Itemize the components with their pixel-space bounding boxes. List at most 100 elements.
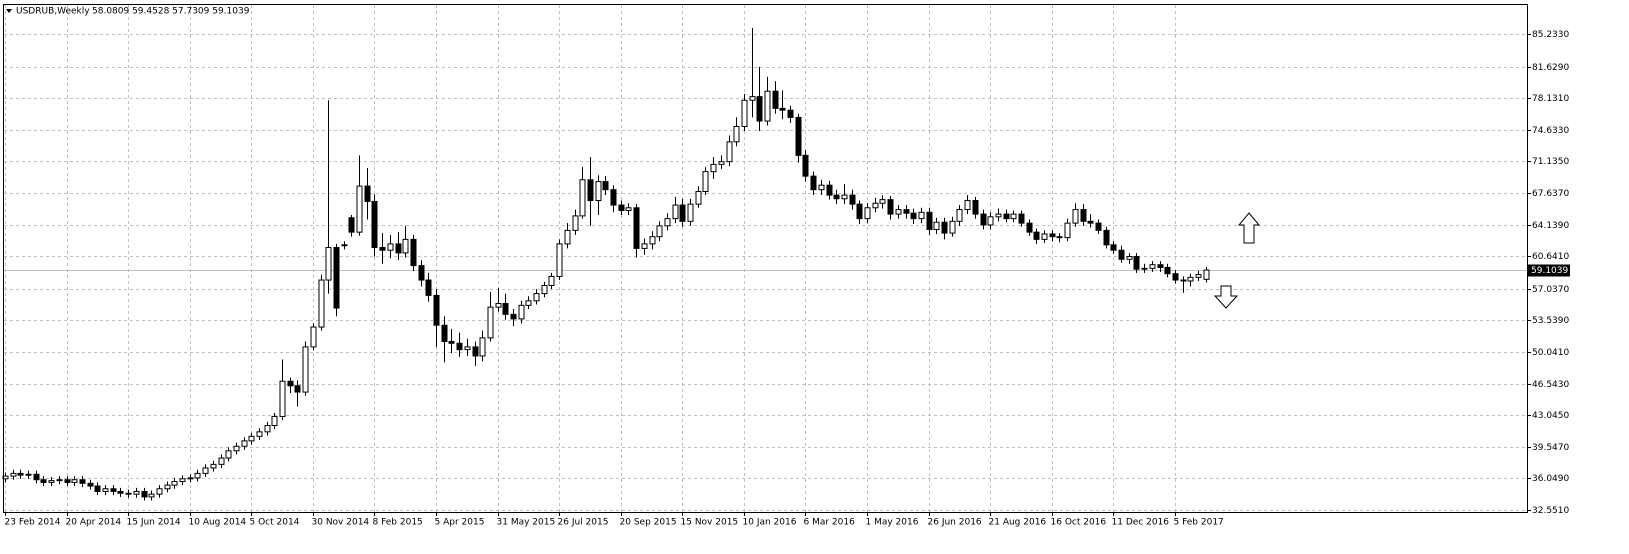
candle-body (1072, 209, 1079, 224)
candle-body (641, 243, 648, 249)
candle-body (1010, 213, 1017, 220)
x-tick-label: 26 Jul 2015 (558, 518, 609, 528)
candle-body (302, 346, 309, 393)
candle-body (410, 238, 417, 267)
candle-body (749, 96, 756, 101)
candle-body (318, 279, 325, 328)
candle-body (356, 185, 363, 233)
candle-body (772, 90, 779, 109)
x-tick-label: 5 Apr 2015 (435, 518, 485, 528)
y-tick-label: 46.5430 (1532, 380, 1569, 390)
candle-body (233, 445, 240, 452)
x-tick-label: 10 Aug 2014 (189, 518, 247, 528)
candle-body (248, 435, 255, 442)
candle-body (1095, 222, 1102, 231)
candle-body (918, 211, 925, 220)
candle-body (1118, 249, 1125, 260)
candle-body (379, 247, 386, 251)
candle-body (279, 380, 286, 417)
candle-body (579, 179, 586, 217)
candle-body (487, 306, 494, 339)
candle-body (502, 303, 509, 315)
candle-body (602, 181, 609, 191)
candle-body (218, 457, 225, 465)
candle-body (156, 488, 163, 495)
candle-body (225, 450, 232, 459)
candle-body (25, 473, 32, 476)
y-tick-label: 39.5470 (1532, 443, 1569, 453)
candle-body (64, 479, 71, 483)
x-tick-label: 15 Nov 2015 (681, 518, 739, 528)
candle-body (141, 490, 148, 498)
candle-body (856, 203, 863, 220)
candle-body (402, 238, 409, 254)
candle-body (903, 209, 910, 214)
grid (4, 5, 1527, 512)
y-tick-label: 71.1350 (1532, 157, 1569, 167)
candle-body (418, 265, 425, 281)
candle-body (495, 303, 502, 308)
candle-body (210, 463, 217, 469)
candle-body (779, 107, 786, 111)
candle-body (687, 203, 694, 222)
y-tick-label: 78.1310 (1532, 94, 1569, 104)
candle-body (48, 480, 55, 483)
y-tick-label: 85.2330 (1532, 30, 1569, 40)
candle-body (849, 194, 856, 205)
candle-body (710, 163, 717, 173)
candle-body (510, 313, 517, 320)
candle-body (310, 326, 317, 348)
candle-body (1064, 222, 1071, 239)
candle-body (879, 199, 886, 204)
candle-body (1056, 236, 1063, 239)
chart-title: USDRUB,Weekly (16, 7, 90, 17)
candle-body (987, 216, 994, 226)
candle-body (764, 90, 771, 122)
candle-body (841, 194, 848, 200)
chart-subtitle: 58.0809 59.4528 57.7309 59.1039 (92, 7, 250, 17)
x-tick-label: 31 May 2015 (497, 518, 556, 528)
menu-triangle (6, 9, 12, 13)
x-tick-label: 30 Nov 2014 (312, 518, 370, 528)
candle-body (787, 109, 794, 118)
candle-body (1180, 279, 1187, 282)
y-tick-label: 74.6330 (1532, 126, 1569, 136)
candle-body (202, 467, 209, 474)
candle-body (1110, 244, 1117, 251)
y-tick-label: 60.6410 (1532, 252, 1569, 262)
candle-body (1026, 222, 1033, 233)
candle-body (387, 243, 394, 251)
candle-body (1157, 264, 1164, 268)
candle-body (702, 171, 709, 193)
candle-body (341, 244, 348, 247)
candle-body (10, 472, 17, 477)
candle-body (980, 213, 987, 226)
candle-body (371, 200, 378, 249)
plot-frame (3, 4, 1528, 513)
candle-body (1080, 209, 1087, 222)
candle-body (926, 211, 933, 230)
x-tick-label: 1 May 2016 (866, 518, 919, 528)
candle-body (972, 200, 979, 215)
candle-body (464, 346, 471, 351)
candle-body (110, 488, 117, 492)
x-tick-label: 5 Feb 2017 (1174, 518, 1224, 528)
candle-body (1172, 273, 1179, 281)
candle-body (1141, 267, 1148, 270)
candle-body (79, 479, 86, 484)
y-tick-label: 50.0410 (1532, 348, 1569, 358)
candle-body (941, 221, 948, 234)
y-tick-label: 43.0450 (1532, 411, 1569, 421)
y-tick-label: 64.1390 (1532, 221, 1569, 231)
candle-body (525, 300, 532, 306)
candle-body (541, 284, 548, 295)
candle-body (1103, 229, 1110, 246)
candle-body (456, 342, 463, 351)
candle-body (425, 279, 432, 296)
candle-body (872, 202, 879, 209)
candle-body (618, 204, 625, 211)
candle-body (733, 125, 740, 143)
candle-body (102, 488, 109, 492)
candle-body (241, 440, 248, 447)
candle-body (187, 477, 194, 480)
